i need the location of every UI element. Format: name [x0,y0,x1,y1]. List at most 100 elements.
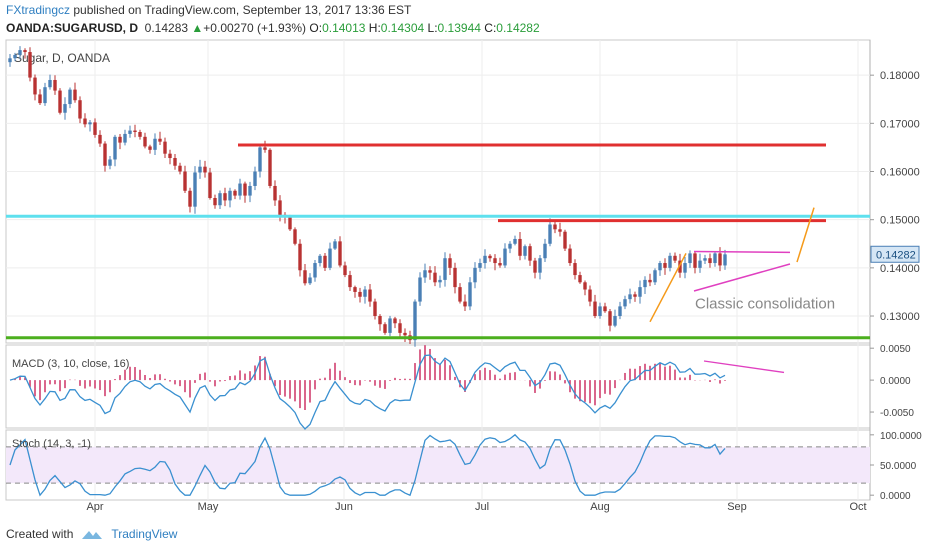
candle-body [168,153,172,159]
candle-body [188,190,192,207]
candle-body [488,255,492,259]
candle-body [103,143,107,166]
candle-body [73,89,77,101]
candle-body [468,282,472,307]
candle-body [703,258,707,261]
symbol-label: OANDA:SUGARUSD, D [6,21,138,35]
candle-body [348,275,352,288]
candle-body [563,231,567,249]
candle-body [593,301,597,317]
candle-body [523,246,527,256]
candle-body [578,275,582,283]
candle-body [678,260,682,273]
candle-body [8,58,12,63]
candle-body [163,141,167,154]
candle-body [328,248,332,268]
candle-body [513,238,517,244]
stoch-tick-label: 0.0000 [880,491,911,502]
candle-body [323,255,327,268]
candle-body [68,89,72,105]
candle-body [428,270,432,273]
candle-body [613,316,617,326]
macd-line [9,354,726,430]
candle-body [98,134,102,144]
price-tick-label: 0.16000 [880,167,920,179]
candle-body [648,279,652,283]
close-label: C: [484,21,497,35]
candle-body [23,50,27,53]
open-label: O: [309,21,323,35]
stoch-tick-label: 50.0000 [880,461,917,472]
x-tick-label: Aug [590,501,610,513]
candle-body [388,318,392,333]
candle-body [463,301,467,307]
chart-title: Sugar, D, OANDA [14,51,110,65]
candle-body [318,255,322,264]
price-tick-label: 0.18000 [880,70,920,82]
candle-body [393,318,397,324]
candle-body [633,294,637,297]
candle-body [528,246,532,261]
candle-body [63,104,67,113]
candle-body [308,277,312,284]
flagpole-line [649,253,687,323]
candle-body [108,159,112,166]
candle-body [558,229,562,232]
candle-body [458,287,462,302]
candle-body [683,263,687,273]
candle-body [553,224,557,230]
candle-body [28,52,32,78]
candle-body [58,90,62,113]
triangle-upper-line [693,250,791,254]
candle-body [543,243,547,259]
candle-body [203,166,207,173]
candle-body [478,263,482,268]
candle-body [698,260,702,268]
footer: Created with TradingView [6,527,177,541]
candle-body [183,171,187,191]
candle-body [588,289,592,302]
candle-body [238,183,242,196]
candle-body [83,118,87,125]
candle-body [418,277,422,302]
candle-body [198,166,202,173]
macd-tick-label: 0.0050 [880,344,911,355]
candle-body [693,253,697,268]
candle-body [538,258,542,273]
x-tick-label: Jun [335,501,353,513]
candle-body [128,130,132,134]
candle-body [723,254,727,266]
candle-body [623,299,627,307]
candle-body [193,172,197,207]
candle-body [303,270,307,284]
x-tick-label: Apr [86,501,103,513]
author-link[interactable]: FXtradingcz [6,3,71,17]
candle-body [118,136,122,143]
stoch-band [6,446,870,484]
candle-body [293,229,297,244]
candle-body [48,79,52,88]
x-tick-label: Jul [475,501,489,513]
candle-body [353,287,357,292]
candle-body [338,241,342,266]
candle-body [93,122,97,135]
candle-body [208,172,212,199]
candle-body [383,324,387,333]
tradingview-brand[interactable]: TradingView [111,527,178,541]
candle-body [378,316,382,325]
candle-body [243,183,247,196]
candle-body [453,267,457,288]
candle-body [138,132,142,137]
price-tick-label: 0.13000 [880,311,920,323]
candle-body [143,136,147,147]
x-tick-label: Sep [727,501,747,513]
candle-body [218,193,222,206]
stoch-title: Stoch (14, 3, -1) [12,438,91,450]
candle-body [658,263,662,271]
x-tick-label: Oct [849,501,866,513]
candle-body [248,185,252,196]
close-value: 0.14282 [496,21,540,35]
open-value: 0.14013 [322,21,366,35]
macd-tick-label: -0.0050 [880,408,914,419]
